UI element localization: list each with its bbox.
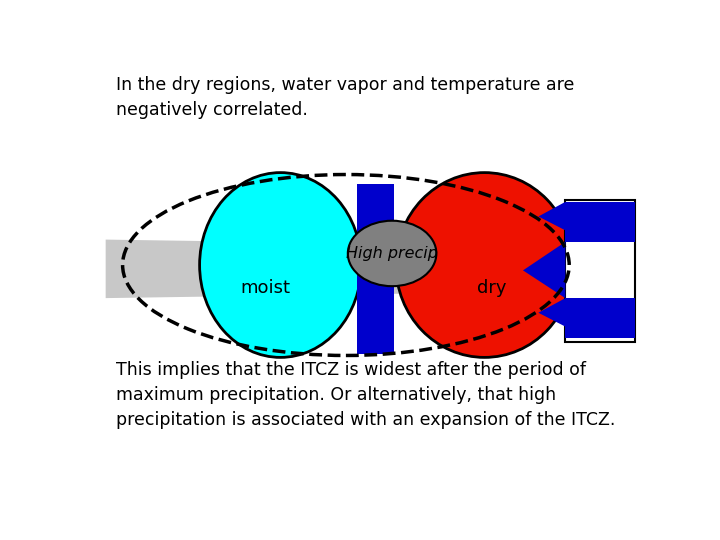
Polygon shape — [539, 202, 565, 231]
Polygon shape — [539, 298, 565, 327]
Text: High precip: High precip — [346, 246, 438, 261]
Bar — [357, 184, 395, 354]
Text: In the dry regions, water vapor and temperature are
negatively correlated.: In the dry regions, water vapor and temp… — [117, 76, 575, 119]
Polygon shape — [523, 242, 565, 298]
Bar — [565, 202, 634, 242]
Ellipse shape — [199, 173, 361, 357]
Text: dry: dry — [477, 279, 507, 297]
Text: moist: moist — [240, 279, 290, 297]
Text: This implies that the ITCZ is widest after the period of
maximum precipitation. : This implies that the ITCZ is widest aft… — [117, 361, 616, 429]
Polygon shape — [106, 240, 623, 298]
Bar — [565, 200, 634, 342]
Ellipse shape — [396, 173, 573, 357]
Bar — [565, 298, 634, 338]
Ellipse shape — [348, 221, 436, 286]
